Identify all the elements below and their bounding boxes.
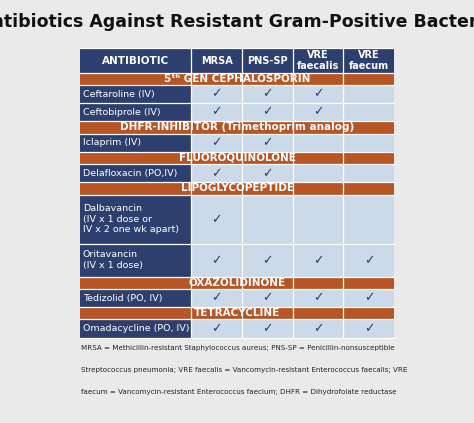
Text: ✓: ✓ — [364, 322, 374, 335]
Text: ✓: ✓ — [262, 106, 273, 119]
Text: 5ᵗʰ GEN CEPHALOSPORIN: 5ᵗʰ GEN CEPHALOSPORIN — [164, 74, 310, 84]
Bar — [80, 289, 191, 307]
Bar — [80, 73, 394, 85]
Text: DHFR-INHIBITOR (Trimethoprim analog): DHFR-INHIBITOR (Trimethoprim analog) — [120, 122, 354, 132]
Bar — [191, 319, 242, 338]
Text: ✓: ✓ — [211, 106, 222, 119]
Bar — [242, 49, 293, 73]
Bar — [80, 319, 191, 338]
Text: OXAZOLIDINONE: OXAZOLIDINONE — [189, 278, 285, 288]
Text: ✓: ✓ — [211, 136, 222, 149]
Text: Oritavancin
(IV x 1 dose): Oritavancin (IV x 1 dose) — [83, 250, 143, 270]
Text: ✓: ✓ — [262, 136, 273, 149]
Bar — [242, 195, 293, 244]
Bar — [293, 244, 344, 277]
Bar — [344, 164, 394, 182]
Text: ✓: ✓ — [211, 213, 222, 226]
Bar — [242, 289, 293, 307]
Bar — [242, 319, 293, 338]
Text: Ceftobiprole (IV): Ceftobiprole (IV) — [83, 108, 160, 117]
Bar — [344, 319, 394, 338]
Text: Antibiotics Against Resistant Gram-Positive Bacteria: Antibiotics Against Resistant Gram-Posit… — [0, 13, 474, 31]
Bar — [191, 195, 242, 244]
Bar — [191, 244, 242, 277]
Bar — [293, 195, 344, 244]
Text: faecum = Vancomycin-resistant Enterococcus faecium; DHFR = Dihydrofolate reducta: faecum = Vancomycin-resistant Enterococc… — [81, 389, 397, 395]
Text: Omadacycline (PO, IV): Omadacycline (PO, IV) — [83, 324, 189, 333]
Bar — [80, 134, 191, 152]
Bar — [293, 319, 344, 338]
Bar — [191, 49, 242, 73]
Text: VRE
faecum: VRE faecum — [349, 50, 389, 71]
Bar — [293, 103, 344, 121]
Bar — [293, 85, 344, 103]
Bar — [344, 195, 394, 244]
Text: Delafloxacin (PO,IV): Delafloxacin (PO,IV) — [83, 169, 177, 178]
Text: VRE
faecalis: VRE faecalis — [297, 50, 339, 71]
Text: ✓: ✓ — [211, 322, 222, 335]
Bar — [344, 49, 394, 73]
Text: Streptococcus pneumonia; VRE faecalis = Vancomycin-resistant Enterococcus faecal: Streptococcus pneumonia; VRE faecalis = … — [81, 367, 408, 373]
Text: ANTIBIOTIC: ANTIBIOTIC — [102, 55, 169, 66]
Bar — [80, 195, 191, 244]
Text: MRSA: MRSA — [201, 55, 233, 66]
Bar — [191, 164, 242, 182]
Bar — [80, 121, 394, 134]
Bar — [80, 244, 191, 277]
Text: ✓: ✓ — [262, 167, 273, 180]
Bar — [344, 289, 394, 307]
Bar — [242, 85, 293, 103]
Bar — [293, 164, 344, 182]
Text: FLUOROQUINOLONE: FLUOROQUINOLONE — [179, 153, 295, 163]
Bar — [80, 85, 191, 103]
Text: ✓: ✓ — [364, 254, 374, 266]
Text: Tedizolid (PO, IV): Tedizolid (PO, IV) — [83, 294, 162, 302]
Bar — [191, 134, 242, 152]
Bar — [344, 244, 394, 277]
Text: ✓: ✓ — [211, 88, 222, 101]
Text: ✓: ✓ — [364, 291, 374, 305]
Bar — [344, 85, 394, 103]
Bar — [242, 164, 293, 182]
Text: ✓: ✓ — [262, 322, 273, 335]
Text: ✓: ✓ — [211, 167, 222, 180]
Bar — [80, 152, 394, 164]
Text: Ceftaroline (IV): Ceftaroline (IV) — [83, 90, 155, 99]
Bar — [80, 49, 191, 73]
Text: ✓: ✓ — [313, 291, 323, 305]
Bar — [80, 277, 394, 289]
Text: ✓: ✓ — [211, 291, 222, 305]
Bar — [344, 103, 394, 121]
Text: ✓: ✓ — [262, 88, 273, 101]
Bar — [344, 134, 394, 152]
Text: Dalbavancin
(IV x 1 dose or
IV x 2 one wk apart): Dalbavancin (IV x 1 dose or IV x 2 one w… — [83, 204, 179, 234]
Bar — [191, 289, 242, 307]
Bar — [242, 103, 293, 121]
Bar — [293, 49, 344, 73]
Text: ✓: ✓ — [262, 254, 273, 266]
Text: ✓: ✓ — [313, 106, 323, 119]
Bar — [242, 134, 293, 152]
Bar — [293, 134, 344, 152]
Text: ✓: ✓ — [262, 291, 273, 305]
Bar — [242, 244, 293, 277]
Bar — [293, 289, 344, 307]
Text: PNS-SP: PNS-SP — [247, 55, 288, 66]
Text: ✓: ✓ — [313, 88, 323, 101]
Text: ✓: ✓ — [313, 322, 323, 335]
Text: MRSA = Methicillin-resistant Staphylococcus aureus; PNS-SP = Penicillin-nonsusce: MRSA = Methicillin-resistant Staphylococ… — [81, 345, 395, 351]
Bar — [80, 182, 394, 195]
Bar — [191, 103, 242, 121]
Text: Iclaprim (IV): Iclaprim (IV) — [83, 138, 141, 147]
Text: ✓: ✓ — [313, 254, 323, 266]
Text: LIPOGLYCOPEPTIDE: LIPOGLYCOPEPTIDE — [181, 184, 293, 193]
Bar — [80, 307, 394, 319]
Bar — [80, 103, 191, 121]
Text: TETRACYCLINE: TETRACYCLINE — [194, 308, 280, 318]
Text: ✓: ✓ — [211, 254, 222, 266]
Bar — [80, 164, 191, 182]
Bar — [191, 85, 242, 103]
